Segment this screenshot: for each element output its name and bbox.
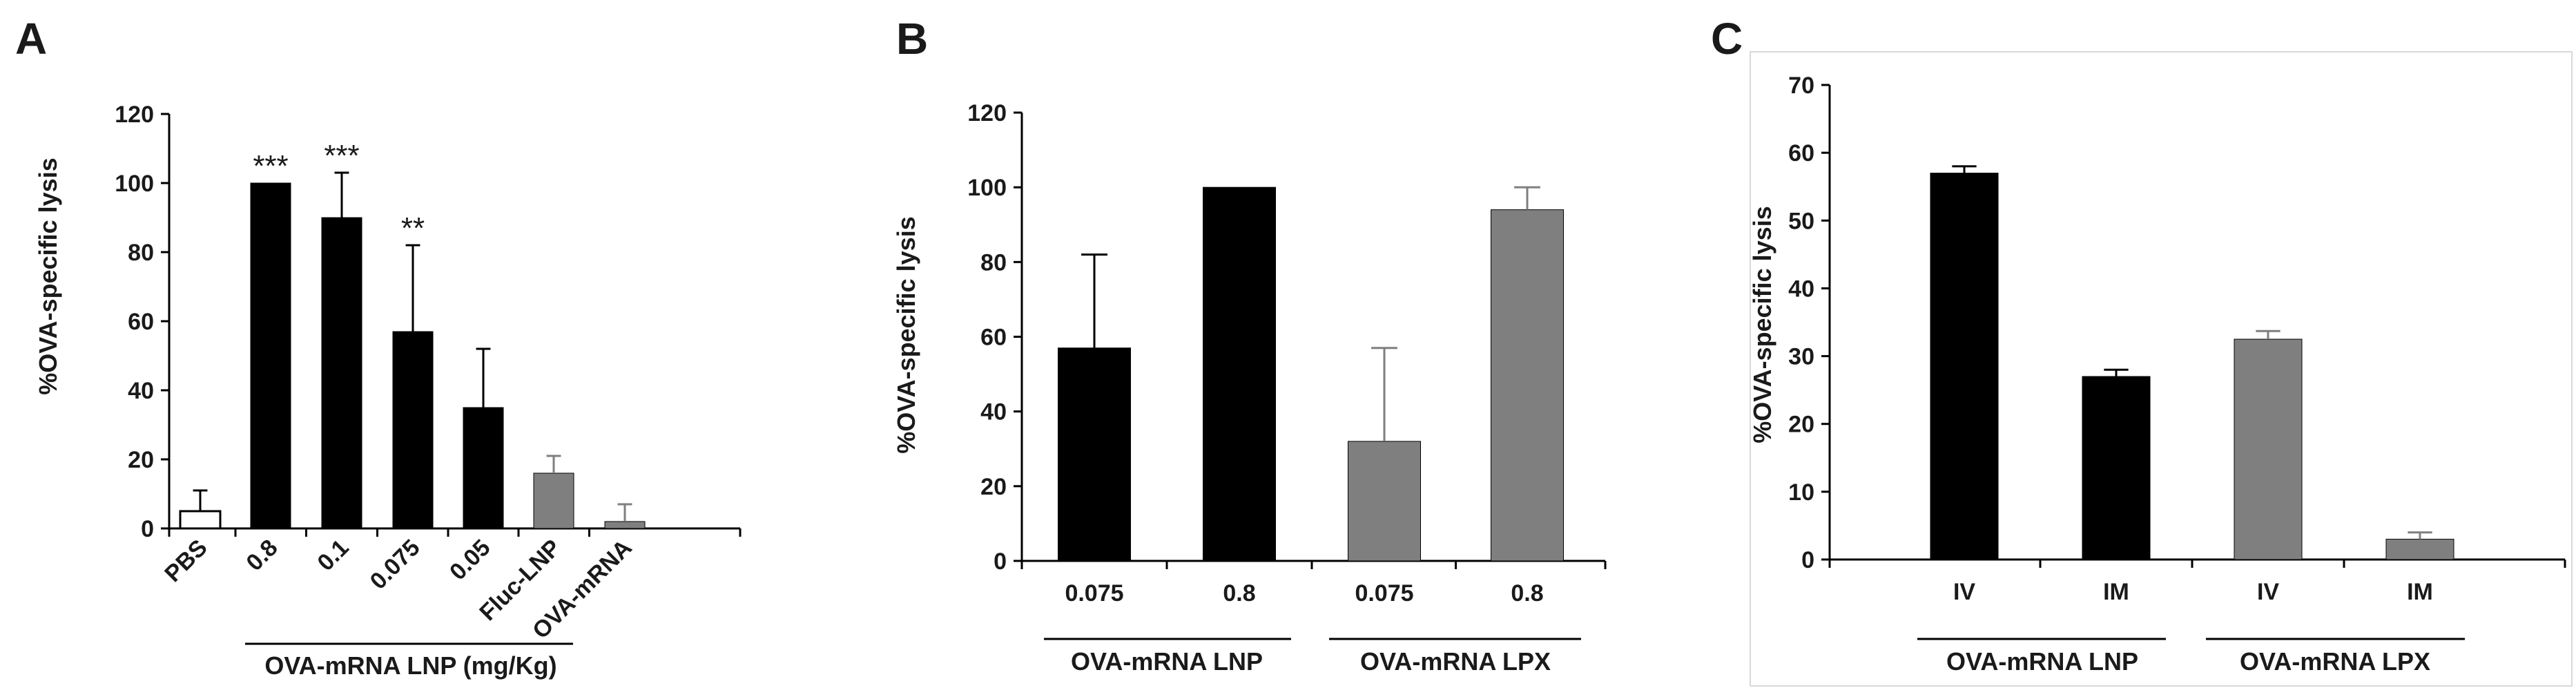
panel-b-bars: 0.075 0.8 0.075 0.8 [1058, 186, 1564, 606]
panel-b-bar [1058, 347, 1131, 562]
panel-a-category-label: 0.05 [445, 535, 496, 586]
panel-a-significance-label: *** [324, 139, 359, 173]
panel-c: C %OVA-specific lysis 0 10 20 30 40 50 60 70 IV… [1711, 14, 2573, 687]
panel-b-y-axis-label: %OVA-specific lysis [892, 216, 920, 453]
panel-a-y-tick-label: 100 [115, 171, 154, 197]
panel-b-y-tick-label: 60 [980, 325, 1007, 351]
panel-c-y-axis-label: %OVA-specific lysis [1748, 206, 1776, 443]
panel-c-bar [1930, 173, 1999, 560]
panel-a-bar [179, 510, 222, 530]
panel-c-category-label: IV [1953, 579, 1975, 605]
panel-a-y-tick-label: 60 [128, 309, 154, 335]
panel-c-y-tick-label: 10 [1788, 479, 1814, 506]
panel-a-y-tick-label: 40 [128, 378, 154, 404]
panel-b-y-tick-label: 20 [980, 474, 1007, 500]
panel-c-border [1750, 51, 2573, 687]
panel-a: A %OVA-specific lysis 0 20 40 60 80 100 120 PB… [15, 14, 742, 680]
panel-c-category-label: IM [2103, 579, 2129, 605]
panel-letter-b: B [896, 14, 928, 64]
panel-c-bar [2385, 539, 2454, 560]
panel-c-y-tick-label: 50 [1788, 208, 1814, 234]
panel-b-category-label: 0.075 [1065, 580, 1123, 606]
panel-b-y-tick-label: 0 [994, 548, 1007, 575]
panel-a-category-label: 0.1 [312, 535, 354, 576]
panel-b-category-label: 0.8 [1223, 580, 1255, 606]
panel-b-bar [1348, 441, 1421, 562]
panel-b-bar [1203, 187, 1276, 562]
panel-c-bar [2082, 376, 2151, 560]
panel-a-y-tick-label: 20 [128, 447, 154, 473]
panel-b-group-label-1: OVA-mRNA LNP [1071, 647, 1263, 676]
panel-a-y-axis-label: %OVA-specific lysis [34, 157, 62, 394]
panel-c-y-tick-label: 0 [1801, 547, 1814, 573]
panel-c-y-tick-label: 60 [1788, 140, 1814, 166]
panel-a-category-label: 0.8 [241, 535, 282, 576]
panel-c-category-label: IM [2407, 579, 2433, 605]
panel-a-y-tick-label: 0 [141, 516, 154, 542]
panel-a-bar [463, 407, 504, 529]
panel-letter-c: C [1711, 14, 1743, 64]
panel-c-y-tick-label: 30 [1788, 344, 1814, 370]
panel-a-y-tick-label: 120 [115, 102, 154, 128]
panel-c-group-label-2: OVA-mRNA LPX [2240, 647, 2430, 676]
panel-b-group-label-2: OVA-mRNA LPX [1360, 647, 1551, 676]
panel-a-category-label: 0.075 [365, 535, 425, 595]
panel-c-y-tick-label: 40 [1788, 276, 1814, 302]
panel-a-bars: PBS***0.8***0.1**0.075 0.05Fluc-LNPOVA-mR… [159, 139, 646, 644]
panel-letter-a: A [15, 14, 47, 64]
panel-a-bar [392, 331, 434, 529]
panel-c-y-tick-label: 20 [1788, 412, 1814, 438]
panel-a-bar [604, 521, 646, 529]
panel-c-category-label: IV [2257, 579, 2279, 605]
panel-a-significance-label: ** [401, 211, 425, 245]
panel-a-significance-label: *** [253, 149, 288, 183]
panel-c-axes: 0 10 20 30 40 50 60 70 [1788, 73, 2566, 573]
panel-a-y-tick-label: 80 [128, 240, 154, 266]
panel-a-bar [250, 182, 291, 529]
panel-a-category-label: PBS [159, 535, 212, 587]
panel-a-bar [321, 217, 362, 529]
panel-c-group-label-1: OVA-mRNA LNP [1946, 647, 2138, 676]
panel-b-y-tick-label: 40 [980, 399, 1007, 426]
panel-b-y-tick-label: 80 [980, 249, 1007, 276]
panel-c-y-tick-label: 70 [1788, 73, 1814, 99]
panel-c-bars: IV IM IV IM [1930, 165, 2454, 605]
panel-c-bar [2234, 338, 2303, 560]
panel-b-category-label: 0.075 [1355, 580, 1413, 606]
panel-b: B %OVA-specific lysis 0 20 40 60 80 100 120 0.… [892, 14, 1607, 676]
panel-b-y-tick-label: 100 [967, 175, 1007, 201]
panel-b-category-label: 0.8 [1511, 580, 1543, 606]
panel-a-bar [533, 472, 574, 529]
panel-a-group-label: OVA-mRNA LNP (mg/Kg) [264, 651, 556, 680]
panel-b-bar [1491, 209, 1564, 562]
panel-b-y-tick-label: 120 [967, 100, 1007, 126]
